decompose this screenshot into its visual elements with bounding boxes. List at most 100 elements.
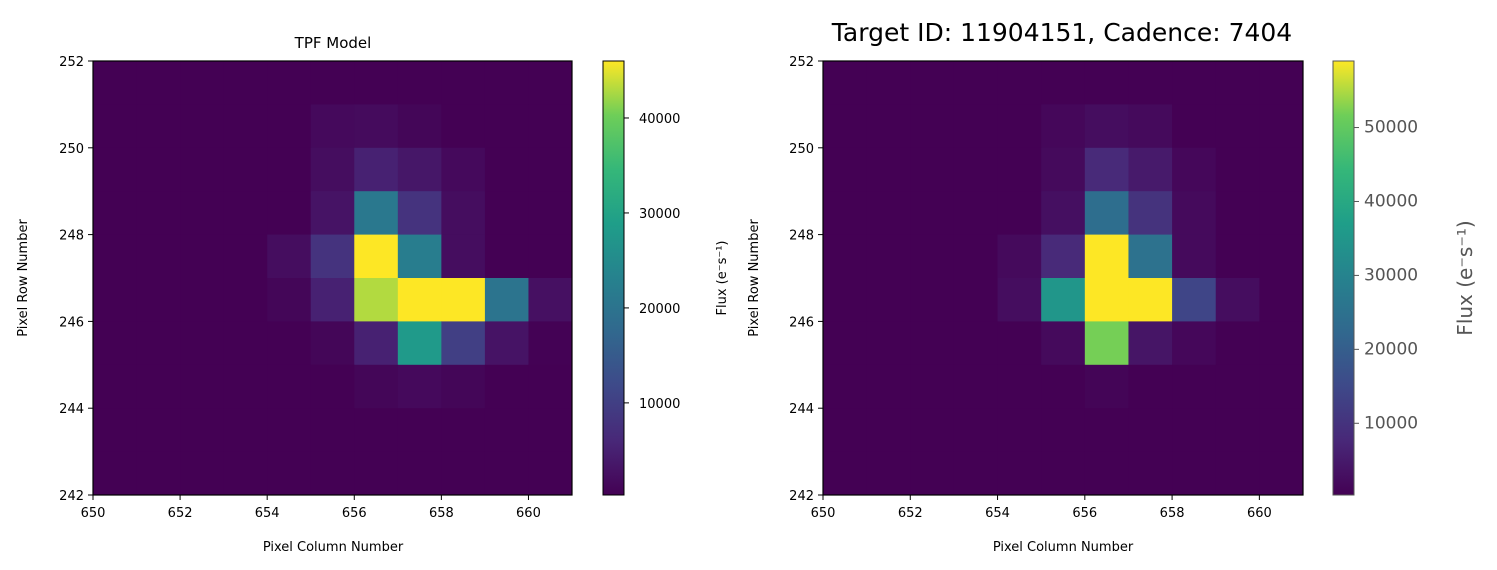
heatmap-cell bbox=[441, 191, 486, 236]
heatmap-cell bbox=[528, 61, 573, 105]
heatmap-cell bbox=[354, 147, 399, 192]
heatmap-cell bbox=[910, 408, 955, 453]
heatmap-cell bbox=[1128, 191, 1173, 236]
heatmap-cell bbox=[223, 364, 268, 409]
heatmap-cell bbox=[93, 364, 138, 409]
colorbar-ticks: 10000 20000 30000 40000 bbox=[624, 112, 680, 412]
y-tick-label: 248 bbox=[59, 229, 84, 244]
heatmap-cell bbox=[136, 278, 181, 322]
heatmap-cell bbox=[310, 61, 355, 105]
y-axis: 242 244 246 248 250 252 bbox=[59, 55, 93, 504]
heatmap-cell bbox=[953, 234, 999, 279]
heatmap-cell bbox=[267, 278, 312, 322]
heatmap-cell bbox=[1259, 147, 1304, 192]
heatmap-cell bbox=[180, 61, 225, 105]
heatmap-cell bbox=[397, 451, 442, 496]
heatmap-cell bbox=[310, 278, 355, 322]
heatmap-cell bbox=[953, 147, 999, 192]
heatmap-cell bbox=[223, 234, 268, 279]
heatmap-cell bbox=[136, 451, 181, 496]
heatmap-cell bbox=[953, 61, 999, 105]
heatmap-cell bbox=[997, 364, 1042, 409]
heatmap-cell bbox=[997, 278, 1042, 322]
heatmap-cell bbox=[910, 147, 955, 192]
colorbar-tick-label: 40000 bbox=[639, 112, 680, 127]
heatmap-cell bbox=[180, 364, 225, 409]
heatmap-cell bbox=[1172, 451, 1217, 496]
heatmap-cell bbox=[354, 408, 399, 453]
heatmap-cell bbox=[953, 104, 999, 149]
heatmap-cell bbox=[1084, 61, 1129, 105]
heatmap-cell bbox=[354, 321, 399, 366]
heatmap-cell bbox=[223, 408, 268, 453]
heatmap-cell bbox=[93, 451, 138, 496]
heatmap-cell bbox=[180, 451, 225, 496]
heatmap-cell bbox=[441, 147, 486, 192]
heatmap-cell bbox=[866, 364, 911, 409]
heatmap-cell bbox=[484, 61, 529, 105]
heatmap-cell bbox=[528, 364, 573, 409]
heatmap-cell bbox=[267, 191, 312, 236]
heatmap-cell bbox=[267, 234, 312, 279]
heatmap-cell bbox=[354, 61, 399, 105]
heatmap-cell bbox=[997, 234, 1042, 279]
heatmap-cell bbox=[267, 147, 312, 192]
heatmap-cell bbox=[223, 104, 268, 149]
heatmap-cell bbox=[1084, 147, 1129, 192]
heatmap-cell bbox=[1084, 278, 1129, 322]
heatmap-cell bbox=[310, 147, 355, 192]
heatmap-cell bbox=[528, 451, 573, 496]
x-tick-label: 660 bbox=[516, 506, 541, 521]
heatmap-cell bbox=[997, 321, 1042, 366]
x-tick-label: 660 bbox=[1247, 506, 1272, 521]
heatmap-cell bbox=[180, 104, 225, 149]
heatmap-cell bbox=[866, 61, 911, 105]
heatmap-cell bbox=[823, 451, 868, 496]
heatmap-cell bbox=[397, 364, 442, 409]
heatmap-cell bbox=[441, 451, 486, 496]
heatmap-cell bbox=[354, 364, 399, 409]
heatmap-cell bbox=[397, 408, 442, 453]
heatmap-cell bbox=[997, 451, 1042, 496]
heatmap-cell bbox=[823, 321, 868, 366]
heatmap-cell bbox=[1041, 147, 1086, 192]
heatmap-cell bbox=[910, 104, 955, 149]
heatmap-cell bbox=[866, 234, 911, 279]
heatmap-cell bbox=[397, 104, 442, 149]
heatmap-cell bbox=[223, 321, 268, 366]
heatmap-cell bbox=[1259, 61, 1304, 105]
heatmap-cell bbox=[1215, 191, 1260, 236]
y-tick-label: 250 bbox=[789, 142, 814, 157]
colorbar-tick-label: 10000 bbox=[1364, 413, 1418, 433]
heatmap-cell bbox=[823, 234, 868, 279]
heatmap-cells bbox=[823, 61, 1304, 496]
x-axis: 650 652 654 656 658 660 bbox=[81, 495, 541, 521]
heatmap-cell bbox=[484, 104, 529, 149]
heatmap-cell bbox=[397, 191, 442, 236]
heatmap-cell bbox=[823, 104, 868, 149]
heatmap-cell bbox=[310, 104, 355, 149]
heatmap-cell bbox=[910, 321, 955, 366]
heatmap-cell bbox=[310, 191, 355, 236]
heatmap-cell bbox=[1215, 61, 1260, 105]
plot-frame bbox=[822, 60, 1304, 496]
heatmap-cell bbox=[93, 234, 138, 279]
x-tick-label: 654 bbox=[985, 506, 1010, 521]
y-tick-label: 252 bbox=[59, 55, 84, 70]
heatmap-cell bbox=[866, 321, 911, 366]
panel-title: TPF Model bbox=[294, 34, 372, 52]
heatmap-cell bbox=[1041, 234, 1086, 279]
heatmap-cell bbox=[180, 408, 225, 453]
heatmap-cell bbox=[953, 408, 999, 453]
heatmap-cell bbox=[484, 451, 529, 496]
x-tick-label: 652 bbox=[168, 506, 193, 521]
heatmap-cell bbox=[223, 61, 268, 105]
heatmap-cell bbox=[354, 278, 399, 322]
heatmap-cell bbox=[93, 321, 138, 366]
heatmap-cell bbox=[1215, 364, 1260, 409]
heatmap-cell bbox=[1128, 451, 1173, 496]
heatmap-cell bbox=[528, 104, 573, 149]
heatmap-cell bbox=[310, 451, 355, 496]
heatmap-cell bbox=[267, 451, 312, 496]
